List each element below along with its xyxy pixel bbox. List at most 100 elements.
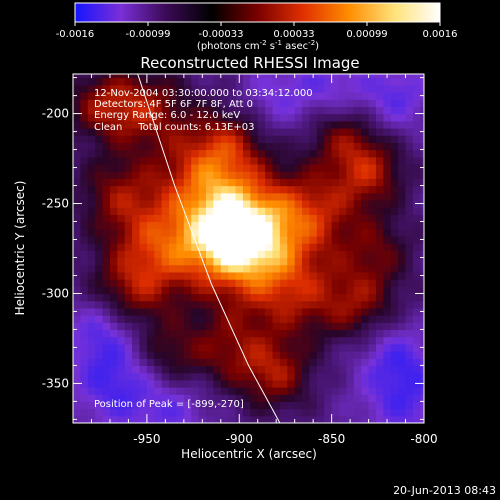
heatmap-cell [398,365,407,374]
heatmap-cell [405,300,414,309]
heatmap-cell [390,257,399,266]
heatmap-cell [257,142,266,151]
heatmap-cell [198,300,207,309]
heatmap-cell [339,315,348,323]
heatmap-cell [361,127,370,136]
heatmap-cell [316,322,325,331]
heatmap-cell [80,358,89,367]
heatmap-cell [294,365,303,374]
heatmap-cell [375,401,384,410]
heatmap-cell [146,271,155,280]
x-tick-label: -950 [133,432,160,446]
heatmap-cell [420,142,424,151]
heatmap-cell [309,315,318,323]
heatmap-cell [95,351,104,359]
heatmap-cell [353,135,362,143]
heatmap-cell [405,358,414,367]
heatmap-cell [242,372,251,381]
heatmap-cell [117,250,126,259]
heatmap-cell [346,394,355,403]
heatmap-cell [73,408,81,417]
heatmap-cell [124,84,133,93]
heatmap-cell [176,315,185,323]
heatmap-cell [228,315,237,323]
heatmap-cell [279,329,288,338]
heatmap-cell [206,379,214,388]
heatmap-cell [257,307,266,316]
heatmap-cell [324,394,333,403]
heatmap-cell [361,91,370,100]
heatmap-cell [265,106,274,115]
heatmap-cell [191,372,200,381]
heatmap-cell [302,264,311,273]
heatmap-cell [213,264,222,273]
heatmap-cell [191,387,200,395]
heatmap-cell [279,351,288,359]
heatmap-cell [257,322,266,331]
heatmap-cell [339,365,348,374]
heatmap-cell [287,142,296,151]
heatmap-cell [361,379,370,388]
heatmap-cell [117,329,126,338]
heatmap-cell [390,142,399,151]
heatmap-cell [287,315,296,323]
heatmap-cell [228,74,237,79]
heatmap-cell [346,372,355,381]
heatmap-cell [331,163,340,172]
heatmap-cell [235,264,244,273]
heatmap-cell [161,300,170,309]
heatmap-cell [117,322,126,331]
heatmap-cell [80,192,89,201]
heatmap-cell [405,372,414,381]
heatmap-cell [390,135,399,143]
x-tick-label: -850 [318,432,345,446]
heatmap-cell [257,264,266,273]
heatmap-cell [272,84,281,93]
heatmap-cell [95,336,104,345]
heatmap-cell [412,135,421,143]
heatmap-cell [302,142,311,151]
heatmap-cell [339,271,348,280]
heatmap-cell [124,250,133,259]
heatmap-cell [183,300,192,309]
heatmap-cell [102,149,111,158]
heatmap-cell [287,113,296,122]
heatmap-cell [169,171,178,179]
heatmap-cell [294,156,303,165]
heatmap-cell [169,394,178,403]
heatmap-cell [346,351,355,359]
y-tick-label: -250 [42,197,69,211]
heatmap-cell [139,178,148,187]
heatmap-cell [383,329,392,338]
heatmap-cell [154,207,163,215]
heatmap-cell [235,178,244,187]
heatmap-cell [235,257,244,266]
x-tick-label: -800 [410,432,437,446]
heatmap-cell [87,84,96,93]
heatmap-cell [368,192,377,201]
heatmap-cell [169,77,178,86]
heatmap-cell [146,315,155,323]
heatmap-cell [73,106,81,115]
heatmap-cell [272,207,281,215]
heatmap-cell [287,394,296,403]
heatmap-cell [132,235,141,244]
heatmap-cell [353,307,362,316]
heatmap-cell [361,264,370,273]
heatmap-cell [124,171,133,179]
heatmap-cell [176,387,185,395]
heatmap-cell [183,185,192,194]
heatmap-cell [302,235,311,244]
heatmap-cell [346,250,355,259]
heatmap-cell [339,286,348,295]
heatmap-cell [272,214,281,223]
heatmap-cell [412,207,421,215]
heatmap-cell [265,271,274,280]
heatmap-cell [146,300,155,309]
heatmap-cell [383,207,392,215]
heatmap-cell [213,228,222,237]
heatmap-cell [109,106,118,115]
heatmap-cell [183,171,192,179]
heatmap-cell [235,279,244,287]
heatmap-cell [198,379,207,388]
